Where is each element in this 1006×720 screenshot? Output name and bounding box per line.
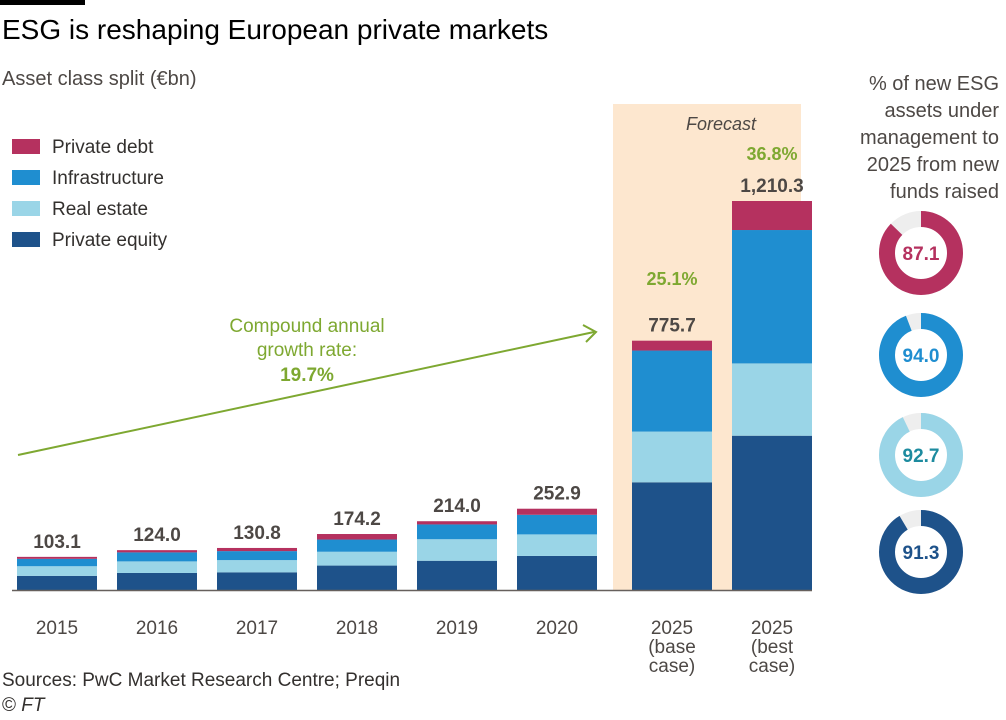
donut-panel-title: assets under <box>884 100 999 122</box>
bar-infrastructure <box>217 551 297 561</box>
bar-private-debt <box>117 550 197 553</box>
bar-infrastructure <box>417 524 497 540</box>
bar-private-debt <box>417 521 497 525</box>
brand-bar <box>0 0 85 5</box>
cagr-annotation-line1: Compound annual <box>229 316 384 337</box>
donut-panel-title: % of new ESG <box>869 73 999 95</box>
bar-private-debt <box>317 534 397 540</box>
x-tick-label: (base <box>648 637 696 658</box>
bar-private-equity <box>732 435 812 590</box>
x-tick-label: 2020 <box>536 618 578 639</box>
cagr-best-label: 36.8% <box>746 144 797 164</box>
bar-infrastructure <box>317 539 397 552</box>
bar-private-debt <box>17 556 97 559</box>
legend-swatch-private-debt <box>12 139 40 154</box>
bar-infrastructure <box>517 514 597 535</box>
forecast-label: Forecast <box>686 114 757 134</box>
bar-private-equity <box>17 575 97 590</box>
bar-real-estate <box>417 539 497 561</box>
donut-panel-title: management to <box>860 127 999 149</box>
bar-total-label: 252.9 <box>533 484 581 505</box>
donut-label-infrastructure: 94.0 <box>903 346 940 367</box>
x-tick-label: case) <box>749 656 795 677</box>
donut-private-debt <box>879 211 963 295</box>
bar-real-estate <box>517 534 597 556</box>
chart-title: ESG is reshaping European private market… <box>2 14 549 45</box>
sources-note: Sources: PwC Market Research Centre; Pre… <box>2 670 401 691</box>
chart-subtitle: Asset class split (€bn) <box>2 68 197 90</box>
bar-private-debt <box>517 508 597 515</box>
bar-real-estate <box>632 431 712 483</box>
x-tick-label: 2025 <box>751 618 793 639</box>
x-tick-label: 2025 <box>651 618 693 639</box>
bar-private-equity <box>117 572 197 590</box>
bar-total-label: 1,210.3 <box>740 176 803 197</box>
legend-swatch-real-estate <box>12 201 40 216</box>
bar-total-label: 775.7 <box>648 316 696 337</box>
x-tick-label: 2015 <box>36 618 78 639</box>
bar-total-label: 124.0 <box>133 525 181 546</box>
bar-total-label: 103.1 <box>33 532 81 553</box>
cagr-annotation-line2: growth rate: <box>257 340 357 361</box>
x-tick-label: 2017 <box>236 618 278 639</box>
copyright-brand: FT <box>21 695 45 716</box>
x-tick-label: 2016 <box>136 618 178 639</box>
legend-label-private-debt: Private debt <box>52 137 154 158</box>
bar-infrastructure <box>17 558 97 567</box>
bar-private-equity <box>632 482 712 590</box>
bar-private-equity <box>217 572 297 590</box>
cagr-arrow-head <box>582 324 598 343</box>
x-tick-label: 2018 <box>336 618 378 639</box>
bar-total-label: 174.2 <box>333 509 381 530</box>
bar-private-equity <box>517 555 597 590</box>
bar-private-equity <box>317 565 397 590</box>
donut-label-real-estate: 92.7 <box>903 446 940 467</box>
legend-label-real-estate: Real estate <box>52 199 148 220</box>
bar-real-estate <box>317 551 397 566</box>
legend-label-infrastructure: Infrastructure <box>52 168 164 189</box>
bar-real-estate <box>17 566 97 576</box>
bar-infrastructure <box>117 552 197 562</box>
donut-label-private-debt: 87.1 <box>903 244 940 265</box>
cagr-base-label: 25.1% <box>646 269 697 289</box>
bar-total-label: 214.0 <box>433 496 481 517</box>
donut-panel-title: 2025 from new <box>867 154 1000 176</box>
x-tick-label: case) <box>649 656 695 677</box>
bar-private-equity <box>417 560 497 590</box>
bar-private-debt <box>732 201 812 231</box>
bar-real-estate <box>117 561 197 573</box>
x-tick-label: 2019 <box>436 618 478 639</box>
copyright-note: © FT <box>2 695 45 717</box>
cagr-arrow-line <box>17 331 595 456</box>
x-tick-label: (best <box>751 637 794 658</box>
copyright-symbol: © <box>2 695 16 716</box>
legend-swatch-infrastructure <box>12 170 40 185</box>
donut-real-estate <box>879 413 963 497</box>
donut-panel-title: funds raised <box>890 181 999 203</box>
legend-swatch-private-equity <box>12 232 40 247</box>
cagr-annotation-value: 19.7% <box>280 365 334 386</box>
donut-private-equity <box>879 510 963 594</box>
bar-infrastructure <box>732 230 812 364</box>
donut-label-private-equity: 91.3 <box>903 543 940 564</box>
bar-infrastructure <box>632 350 712 432</box>
bar-real-estate <box>732 363 812 436</box>
bar-private-debt <box>632 340 712 351</box>
legend-label-private-equity: Private equity <box>52 230 168 251</box>
donut-infrastructure <box>879 313 963 397</box>
bar-total-label: 130.8 <box>233 523 281 544</box>
bar-real-estate <box>217 560 297 573</box>
bar-private-debt <box>217 547 297 552</box>
